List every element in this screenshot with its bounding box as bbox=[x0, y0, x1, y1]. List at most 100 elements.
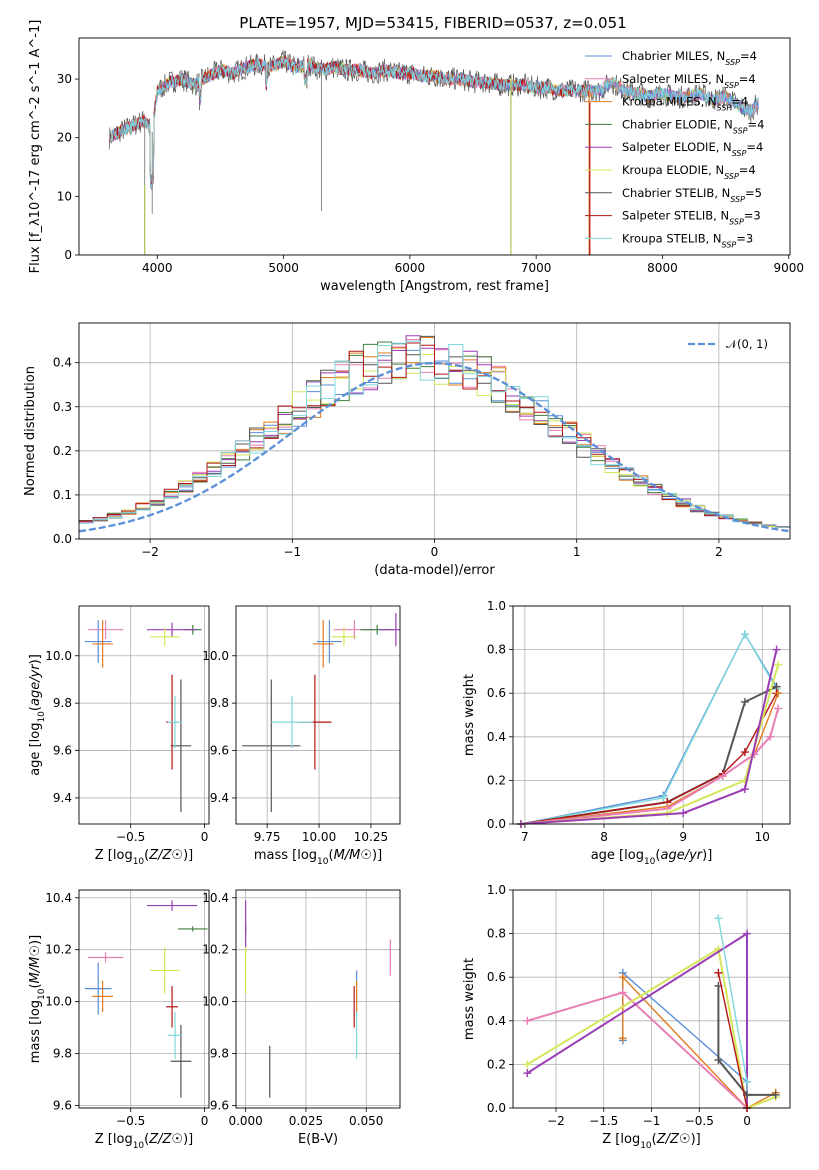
histograms bbox=[79, 335, 790, 533]
legend-label: Chabrier STELIB, NSSP=5 bbox=[622, 186, 762, 204]
series-line bbox=[520, 692, 778, 825]
y-tick-label: 10.2 bbox=[45, 943, 72, 957]
y-axis-label: age [log10(age/yr)] bbox=[28, 654, 47, 776]
errorbars-age_vs_Z bbox=[84, 620, 202, 813]
y-tick-label: 0.2 bbox=[487, 1057, 506, 1071]
legend-label: Kroupa MILES, NSSP=4 bbox=[622, 95, 748, 113]
axes-mass_vs_Z: −0.5 0 9.6 9.8 10.0 10.2 10.4 Z [log10(Z/Z☉)] ma… bbox=[28, 890, 209, 1151]
legend-label: Kroupa STELIB, NSSP=3 bbox=[622, 231, 753, 249]
x-tick-label: 5000 bbox=[268, 261, 299, 275]
axes-age_vs_Z: −0.5 0 9.4 9.6 9.8 10.0 Z [log10(Z/Z☉)] age [lo… bbox=[28, 606, 209, 867]
y-tick-label: 9.4 bbox=[53, 791, 72, 805]
axes-frame bbox=[235, 605, 401, 825]
x-axis-label: mass [log10(M/M☉)] bbox=[254, 848, 382, 867]
x-tick-label: 10.00 bbox=[302, 830, 336, 844]
errorbars-age_vs_mass bbox=[242, 613, 400, 813]
y-tick-label: 0.2 bbox=[487, 773, 506, 787]
axes-age_vs_mass: 9.75 10.00 10.25 9.4 9.6 9.8 10.0 mass [log10(M… bbox=[202, 606, 400, 867]
y-axis-label: Flux [f_λ10^-17 erg cm^-2 s^-1 A^-1] bbox=[28, 20, 43, 274]
x-tick-label: 2 bbox=[715, 545, 723, 559]
errorbars-mass_vs_ebv bbox=[245, 900, 391, 1098]
axes-weight_vs_age: 7 8 9 10 0.0 0.2 0.4 0.6 0.8 1.0 age [log10(age/yr… bbox=[462, 599, 790, 867]
normal-curve bbox=[79, 361, 790, 533]
x-tick-label: −0.5 bbox=[685, 1114, 714, 1128]
x-tick-label: −1 bbox=[283, 545, 301, 559]
x-axis-label: E(B-V) bbox=[298, 1132, 338, 1147]
y-tick-label: 20 bbox=[57, 131, 72, 145]
y-tick-label: 0.8 bbox=[487, 927, 506, 941]
y-tick-label: 9.6 bbox=[210, 1098, 229, 1112]
legend-label: Chabrier MILES, NSSP=4 bbox=[622, 49, 757, 67]
axes-mass_vs_ebv: 0.000 0.025 0.050 9.6 9.8 10.0 10.2 10.4 E(B-V) bbox=[202, 890, 400, 1147]
x-tick-label: 10 bbox=[755, 830, 770, 844]
spectrum-line bbox=[108, 56, 759, 190]
y-tick-label: 0.4 bbox=[53, 356, 72, 370]
y-tick-label: 10.0 bbox=[202, 649, 229, 663]
y-tick-label: 0.3 bbox=[53, 400, 72, 414]
y-tick-label: 9.6 bbox=[53, 1098, 72, 1112]
x-tick-label: 9 bbox=[679, 830, 687, 844]
x-tick-label: −0.5 bbox=[116, 830, 145, 844]
x-tick-label: 0 bbox=[431, 545, 439, 559]
axes-frame bbox=[78, 37, 791, 256]
y-tick-label: 9.8 bbox=[210, 696, 229, 710]
legend-label: Chabrier ELODIE, NSSP=4 bbox=[622, 117, 764, 135]
x-tick-label: −2 bbox=[547, 1114, 565, 1128]
y-tick-label: 1.0 bbox=[487, 599, 506, 613]
y-tick-label: 0.6 bbox=[487, 970, 506, 984]
x-axis-label: Z [log10(Z/Z☉)] bbox=[95, 1132, 194, 1151]
series-line bbox=[527, 991, 748, 1109]
x-tick-label: 8 bbox=[600, 830, 608, 844]
y-tick-label: 10 bbox=[57, 189, 72, 203]
x-axis-label: (data-model)/error bbox=[374, 563, 495, 578]
x-tick-label: 0 bbox=[201, 830, 209, 844]
y-tick-label: 30 bbox=[57, 72, 72, 86]
y-tick-label: 0.0 bbox=[487, 1101, 506, 1115]
y-tick-label: 9.8 bbox=[210, 1047, 229, 1061]
series-line bbox=[520, 685, 777, 825]
legend-label: 𝒩(0, 1) bbox=[726, 337, 768, 351]
y-tick-label: 0.1 bbox=[53, 488, 72, 502]
x-tick-label: 6000 bbox=[395, 261, 426, 275]
y-tick-label: 0.2 bbox=[53, 444, 72, 458]
x-axis-label: Z [log10(Z/Z☉)] bbox=[95, 848, 194, 867]
y-tick-label: 9.6 bbox=[53, 744, 72, 758]
figure-title: PLATE=1957, MJD=53415, FIBERID=0537, z=0… bbox=[239, 14, 626, 32]
y-tick-label: 9.8 bbox=[53, 1047, 72, 1061]
series-line bbox=[717, 985, 776, 1096]
y-tick-label: 0 bbox=[64, 248, 72, 262]
axes-frame bbox=[512, 605, 791, 825]
axes-frame bbox=[78, 889, 210, 1109]
series-line bbox=[717, 972, 748, 1109]
x-tick-label: 0.000 bbox=[228, 1114, 262, 1128]
x-tick-label: −1 bbox=[643, 1114, 661, 1128]
series-line bbox=[526, 947, 777, 1110]
x-tick-label: −0.5 bbox=[116, 1114, 145, 1128]
x-axis-label: age [log10(age/yr)] bbox=[591, 848, 713, 867]
x-axis-label: wavelength [Angstrom, rest frame] bbox=[320, 279, 549, 294]
y-tick-label: 10.4 bbox=[45, 891, 72, 905]
legend-label: Salpeter ELODIE, NSSP=4 bbox=[622, 140, 763, 158]
axes-frame bbox=[512, 889, 791, 1109]
axes-spectrum: 4000 5000 6000 7000 8000 9000 0 10 20 30 wavelengt… bbox=[28, 20, 804, 294]
x-tick-label: 0.025 bbox=[289, 1114, 323, 1128]
y-axis-label: Normed distribution bbox=[23, 366, 38, 496]
y-tick-label: 10.0 bbox=[202, 995, 229, 1009]
axes-frame bbox=[78, 605, 210, 825]
y-tick-label: 10.4 bbox=[202, 891, 229, 905]
spectrum-lines bbox=[108, 50, 759, 255]
y-tick-label: 9.8 bbox=[53, 696, 72, 710]
y-tick-label: 10.2 bbox=[202, 943, 229, 957]
x-tick-label: 8000 bbox=[647, 261, 678, 275]
x-tick-label: 9.75 bbox=[254, 830, 281, 844]
legend-label: Salpeter MILES, NSSP=4 bbox=[622, 72, 756, 90]
y-tick-label: 0.0 bbox=[53, 532, 72, 546]
axes-frame bbox=[235, 889, 401, 1109]
x-tick-label: 10.25 bbox=[354, 830, 388, 844]
y-tick-label: 0.4 bbox=[487, 730, 506, 744]
legend-label: Salpeter STELIB, NSSP=3 bbox=[622, 209, 761, 227]
x-tick-label: 1 bbox=[573, 545, 581, 559]
series-line bbox=[520, 649, 778, 825]
y-tick-label: 1.0 bbox=[487, 883, 506, 897]
